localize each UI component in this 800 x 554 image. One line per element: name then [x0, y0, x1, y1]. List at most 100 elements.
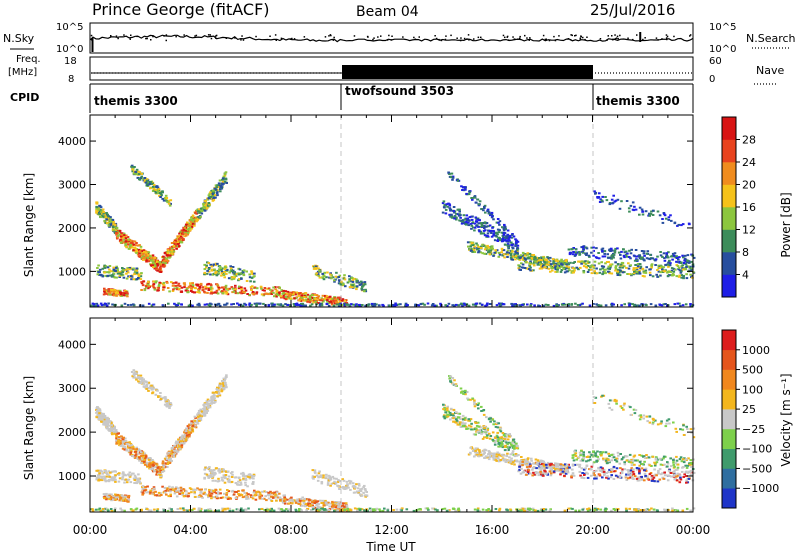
data-cell [623, 303, 626, 306]
data-cell [537, 304, 540, 307]
data-cell [612, 303, 615, 306]
data-cell [102, 414, 106, 417]
data-cell [238, 273, 241, 276]
data-cell [471, 244, 475, 246]
data-cell [198, 208, 201, 211]
data-cell [341, 298, 345, 301]
data-cell [150, 384, 153, 387]
data-cell [446, 305, 449, 307]
data-cell [176, 284, 180, 287]
data-cell [681, 264, 684, 267]
data-cell [285, 292, 289, 295]
data-cell [619, 263, 623, 266]
data-cell [574, 251, 578, 254]
data-cell [162, 304, 165, 307]
data-cell [282, 294, 286, 297]
data-cell [116, 232, 120, 235]
data-cell [355, 288, 358, 291]
data-cell [193, 415, 197, 418]
data-cell [148, 183, 151, 186]
data-cell [624, 253, 628, 256]
data-cell [634, 208, 638, 211]
data-cell [654, 258, 658, 261]
data-cell [542, 257, 545, 260]
data-cell [146, 282, 150, 285]
data-cell [317, 302, 321, 305]
data-cell [524, 253, 527, 256]
data-cell [168, 485, 171, 488]
data-cell [114, 270, 117, 272]
data-cell [665, 252, 669, 255]
data-cell [599, 198, 602, 201]
data-cell [135, 267, 138, 270]
data-cell [165, 199, 168, 202]
data-cell [507, 252, 511, 255]
data-cell [449, 209, 452, 211]
data-cell [502, 233, 506, 236]
data-cell [597, 257, 601, 260]
data-cell [98, 408, 102, 411]
data-cell [216, 262, 219, 265]
data-cell [461, 219, 465, 222]
data-cell [578, 251, 581, 253]
data-cell [453, 211, 456, 214]
data-cell [203, 410, 206, 413]
data-cell [638, 254, 642, 257]
data-cell [222, 288, 226, 291]
data-cell [98, 478, 102, 481]
data-cell [616, 263, 620, 265]
data-cell [502, 249, 506, 252]
data-cell [102, 493, 106, 496]
data-cell [143, 452, 147, 455]
data-cell [173, 240, 176, 243]
data-cell [157, 188, 161, 191]
data-cell [197, 496, 201, 498]
data-cell [115, 439, 118, 442]
data-cell [222, 182, 225, 185]
data-cell [515, 241, 518, 244]
data-cell [155, 470, 159, 473]
data-cell [492, 254, 495, 257]
data-cell [146, 254, 150, 257]
data-cell [215, 495, 219, 498]
data-cell [192, 218, 195, 221]
data-cell [677, 275, 681, 278]
data-cell [96, 406, 99, 409]
noise-dot [110, 35, 112, 37]
data-cell [638, 206, 642, 209]
data-cell [106, 416, 109, 419]
data-cell [251, 285, 254, 288]
data-cell [485, 225, 488, 228]
data-cell [361, 285, 364, 288]
data-cell [143, 456, 147, 459]
data-cell [571, 248, 574, 251]
data-cell [516, 256, 519, 259]
data-cell [207, 202, 211, 204]
data-cell [456, 179, 460, 182]
data-cell [502, 236, 505, 239]
data-cell [98, 271, 101, 274]
data-cell [597, 262, 601, 265]
noise-right-top: 10^5 [709, 22, 736, 33]
data-cell [207, 194, 211, 197]
data-cell [246, 475, 250, 478]
data-cell [455, 303, 458, 306]
data-cell [676, 302, 679, 305]
data-cell [567, 266, 571, 269]
noise-dot [567, 38, 570, 40]
data-cell [329, 300, 333, 303]
noise-dot [468, 39, 470, 41]
data-cell [318, 304, 322, 307]
data-cell [215, 497, 219, 500]
data-cell [576, 304, 580, 306]
data-cell [274, 493, 277, 496]
data-cell [478, 230, 481, 233]
data-cell [118, 276, 121, 278]
data-cell [663, 259, 667, 262]
data-cell [570, 271, 574, 274]
data-cell [660, 304, 664, 307]
data-cell [158, 473, 162, 476]
data-cell [108, 493, 111, 496]
data-cell [157, 491, 161, 494]
